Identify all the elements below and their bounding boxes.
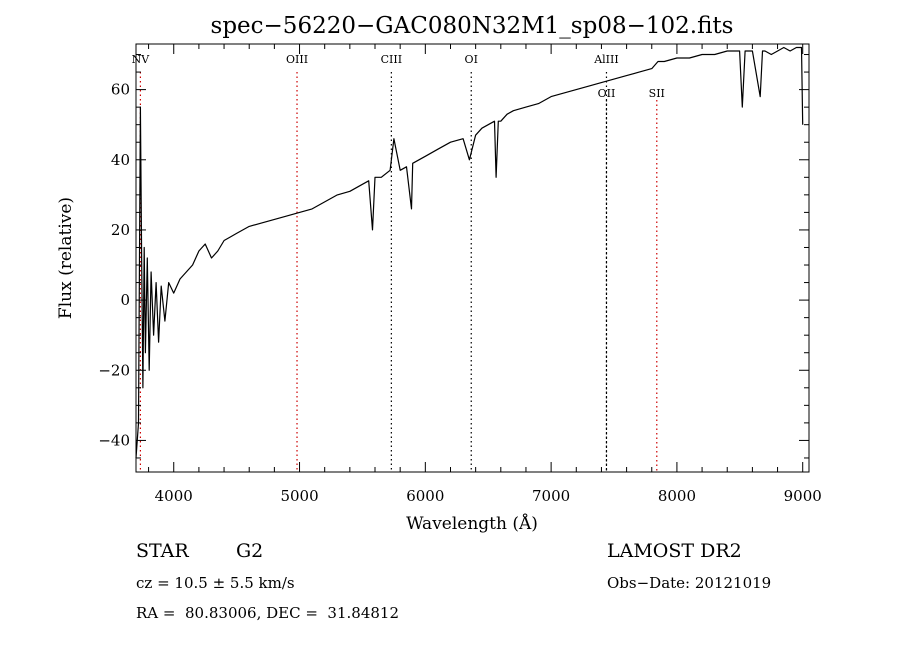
x-tick-label: 8000 bbox=[658, 487, 696, 505]
line-label-ciii: CIII bbox=[381, 53, 402, 66]
object-subclass: G2 bbox=[236, 540, 264, 562]
line-label-aliii: AlIII bbox=[593, 53, 619, 66]
x-axis: 4000 5000 6000 7000 8000 9000 bbox=[148, 44, 822, 505]
chart-title: spec−56220−GAC080N32M1_sp08−102.fits bbox=[211, 13, 734, 39]
coordinates-text: RA = 80.83006, DEC = 31.84812 bbox=[136, 604, 400, 622]
plot-frame bbox=[135, 43, 810, 473]
line-label-oiii: OIII bbox=[286, 53, 308, 66]
x-tick-label: 6000 bbox=[406, 487, 444, 505]
y-tick-label: −40 bbox=[98, 431, 130, 449]
y-axis: −40 −20 0 20 40 60 bbox=[98, 54, 809, 459]
line-label-sii: SII bbox=[649, 87, 665, 100]
x-tick-label: 7000 bbox=[532, 487, 570, 505]
y-tick-label: 0 bbox=[120, 291, 130, 309]
x-tick-label: 5000 bbox=[280, 487, 318, 505]
x-tick-label: 4000 bbox=[155, 487, 193, 505]
object-class: STAR bbox=[136, 540, 189, 562]
y-tick-label: 20 bbox=[111, 221, 130, 239]
series-layer bbox=[135, 46, 804, 459]
line-label-oi: OI bbox=[465, 53, 478, 66]
y-axis-title: Flux (relative) bbox=[56, 197, 76, 319]
spectrum-line bbox=[135, 46, 804, 459]
redshift-text: cz = 10.5 ± 5.5 km/s bbox=[136, 574, 295, 592]
x-tick-label: 9000 bbox=[784, 487, 822, 505]
survey-name: LAMOST DR2 bbox=[607, 540, 742, 562]
y-tick-label: 60 bbox=[111, 81, 130, 99]
line-label-oii: OII bbox=[598, 87, 616, 100]
obs-date-text: Obs−Date: 20121019 bbox=[607, 574, 772, 592]
x-axis-title: Wavelength (Å) bbox=[406, 513, 538, 534]
y-tick-label: −20 bbox=[98, 361, 130, 379]
y-tick-label: 40 bbox=[111, 151, 130, 169]
